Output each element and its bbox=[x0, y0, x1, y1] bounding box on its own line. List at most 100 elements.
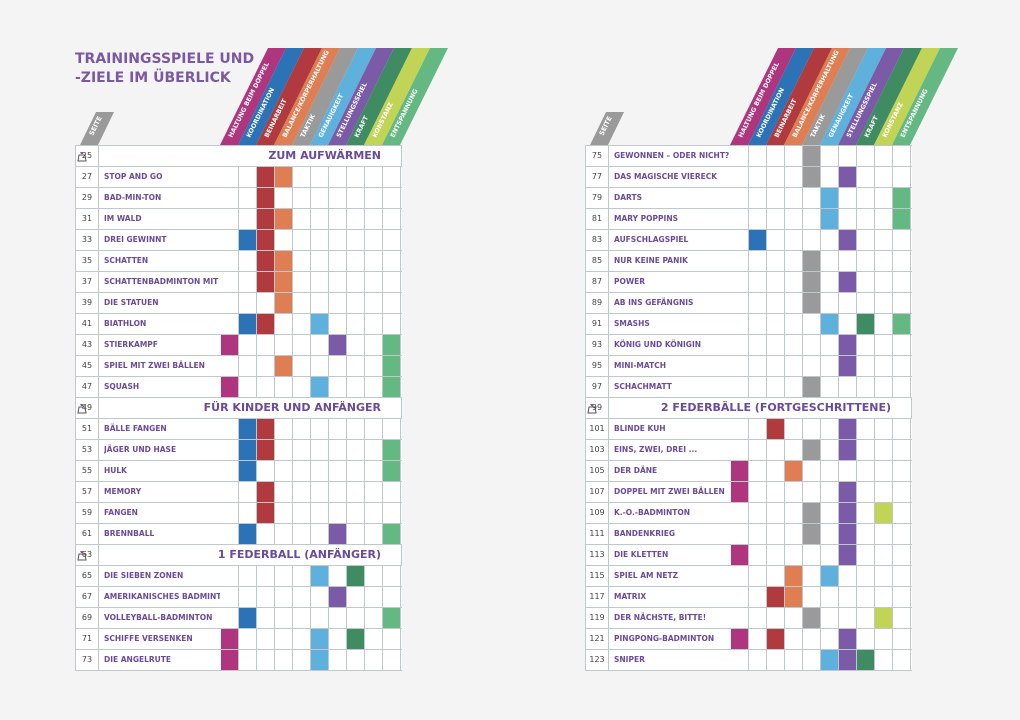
goal-cell bbox=[821, 461, 839, 481]
goal-mark bbox=[749, 230, 767, 250]
goal-cell bbox=[893, 251, 911, 271]
goal-cell bbox=[875, 167, 893, 187]
goal-cell bbox=[383, 419, 401, 439]
goal-cell bbox=[293, 440, 311, 460]
goal-cell bbox=[821, 587, 839, 607]
goal-cell bbox=[785, 377, 803, 397]
goal-mark bbox=[893, 209, 911, 229]
page-number: 87 bbox=[586, 272, 609, 292]
goal-cell bbox=[293, 230, 311, 250]
page-header-tab: SEITE bbox=[590, 112, 624, 145]
goal-cell bbox=[365, 650, 383, 670]
goal-cell bbox=[857, 251, 875, 271]
goal-mark bbox=[785, 587, 803, 607]
goal-mark bbox=[803, 440, 821, 460]
goal-cell bbox=[347, 650, 365, 670]
goal-cell bbox=[767, 167, 785, 187]
game-name: Die Angelrute bbox=[104, 655, 171, 664]
goal-mark bbox=[311, 314, 329, 334]
goal-cell bbox=[311, 524, 329, 544]
page-number: 69 bbox=[76, 608, 99, 628]
bag-icon bbox=[77, 404, 87, 414]
goal-cell bbox=[329, 503, 347, 523]
goal-cell bbox=[893, 419, 911, 439]
goal-cell bbox=[893, 566, 911, 586]
goal-cell bbox=[221, 461, 239, 481]
goal-cell bbox=[329, 251, 347, 271]
goal-cell bbox=[875, 335, 893, 355]
goal-cell bbox=[257, 629, 275, 649]
goal-cell bbox=[311, 461, 329, 481]
goal-cell bbox=[749, 314, 767, 334]
goal-cell bbox=[821, 545, 839, 565]
right-table-panel: SEITE HALTUNG BEIM DOPPEL KOORDINATION BEIN… bbox=[585, 0, 958, 720]
table-row: 67 Amerikanisches Badminton bbox=[76, 587, 402, 608]
goal-cell bbox=[275, 482, 293, 502]
goal-cell bbox=[311, 272, 329, 292]
goal-cell bbox=[875, 419, 893, 439]
goal-cell bbox=[293, 314, 311, 334]
goal-cell bbox=[749, 209, 767, 229]
goal-cell bbox=[731, 146, 749, 166]
goal-cell bbox=[347, 461, 365, 481]
goal-cell bbox=[749, 587, 767, 607]
goal-cell bbox=[821, 335, 839, 355]
page-number: 107 bbox=[586, 482, 609, 502]
table-row: 55 Hulk bbox=[76, 461, 402, 482]
goal-cell bbox=[749, 293, 767, 313]
goal-cell bbox=[275, 335, 293, 355]
table-row: 33 Drei gewinnt bbox=[76, 230, 402, 251]
goal-cell bbox=[731, 188, 749, 208]
goal-cell bbox=[383, 629, 401, 649]
page-number: 83 bbox=[586, 230, 609, 250]
goal-cell bbox=[239, 377, 257, 397]
goal-cell bbox=[821, 419, 839, 439]
page-number: 59 bbox=[76, 503, 99, 523]
goal-mark bbox=[839, 650, 857, 670]
goal-cell bbox=[749, 461, 767, 481]
goal-cell bbox=[803, 587, 821, 607]
section-title: 1 Federball (Anfänger) bbox=[217, 548, 381, 561]
goal-cell bbox=[785, 545, 803, 565]
goal-cell bbox=[383, 293, 401, 313]
goal-cell bbox=[875, 230, 893, 250]
game-name: Spiel am Netz bbox=[614, 571, 679, 580]
section-title: Zum Aufwärmen bbox=[268, 149, 381, 162]
goal-mark bbox=[275, 251, 293, 271]
game-name: Bad-min-ton bbox=[104, 193, 162, 202]
goal-cell bbox=[821, 482, 839, 502]
goal-cell bbox=[275, 230, 293, 250]
page-header-tab: SEITE bbox=[80, 112, 114, 145]
goal-cell bbox=[893, 230, 911, 250]
page-number: 31 bbox=[76, 209, 99, 229]
game-name: Volleyball-Badminton bbox=[104, 613, 213, 622]
page-number: 47 bbox=[76, 377, 99, 397]
goal-mark bbox=[275, 167, 293, 187]
game-name: Aufschlagspiel bbox=[614, 235, 689, 244]
goal-cell bbox=[293, 209, 311, 229]
goal-cell bbox=[803, 335, 821, 355]
goal-cell bbox=[821, 167, 839, 187]
goal-mark bbox=[239, 524, 257, 544]
goal-cell bbox=[749, 356, 767, 376]
table-row: 117 Matrix bbox=[586, 587, 912, 608]
game-name: Schachmatt bbox=[614, 382, 672, 391]
goal-cell bbox=[749, 608, 767, 628]
goal-cell bbox=[767, 461, 785, 481]
bag-icon bbox=[77, 551, 87, 561]
goal-cell bbox=[875, 482, 893, 502]
goal-mark bbox=[275, 209, 293, 229]
goal-mark bbox=[347, 629, 365, 649]
goal-cell bbox=[347, 209, 365, 229]
goal-cell bbox=[749, 629, 767, 649]
table-row: 89 Ab ins Gefängnis bbox=[586, 293, 912, 314]
goal-cell bbox=[857, 167, 875, 187]
goal-cell bbox=[329, 356, 347, 376]
goal-cell bbox=[875, 545, 893, 565]
goal-cell bbox=[347, 335, 365, 355]
goal-cell bbox=[821, 356, 839, 376]
goal-cell bbox=[221, 482, 239, 502]
goal-cell bbox=[821, 230, 839, 250]
goal-cell bbox=[293, 251, 311, 271]
goal-cell bbox=[239, 482, 257, 502]
